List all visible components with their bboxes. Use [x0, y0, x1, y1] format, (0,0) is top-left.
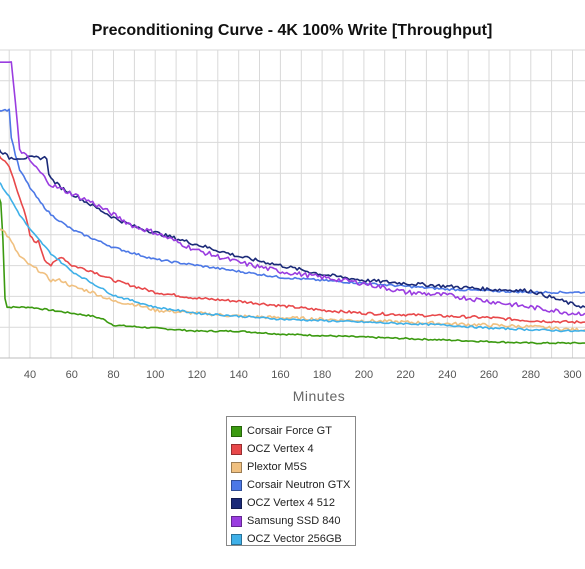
- x-tick-label: 300: [563, 369, 581, 381]
- series-line: [0, 108, 585, 295]
- legend-label: Corsair Force GT: [247, 425, 332, 437]
- legend-item: Corsair Force GT: [231, 422, 351, 440]
- series-layer: [0, 61, 585, 345]
- series-line: [0, 181, 585, 333]
- x-tick-label: 220: [396, 369, 414, 381]
- x-tick-label: 280: [522, 369, 540, 381]
- legend-label: Samsung SSD 840: [247, 515, 341, 527]
- legend-item: Samsung SSD 840: [231, 512, 351, 530]
- legend-swatch: [231, 515, 242, 527]
- x-tick-label: 260: [480, 369, 498, 381]
- legend-item: Corsair Neutron GTX: [231, 476, 351, 494]
- x-tick-label: 80: [107, 369, 119, 381]
- legend-swatch: [231, 425, 242, 437]
- legend-label: OCZ Vertex 4: [247, 443, 314, 455]
- x-tick-label: 180: [313, 369, 331, 381]
- grid-layer: [0, 49, 585, 359]
- legend-swatch: [231, 479, 242, 491]
- legend-label: Corsair Neutron GTX: [247, 479, 351, 491]
- legend-item: OCZ Vertex 4 512: [231, 494, 351, 512]
- legend-swatch: [231, 443, 242, 455]
- x-tick-label: 100: [146, 369, 164, 381]
- series-line: [0, 155, 585, 324]
- series-line: [0, 61, 585, 317]
- x-tick-label: 240: [438, 369, 456, 381]
- x-axis-label: Minutes: [293, 388, 346, 404]
- tick-layer: 40 60 80 100 120 140 160 180 200 220 240 260 280 300: [24, 369, 582, 381]
- legend-item: OCZ Vertex 4: [231, 440, 351, 458]
- chart-title: Preconditioning Curve - 4K 100% Write [T…: [92, 22, 493, 39]
- x-tick-label: 40: [24, 369, 36, 381]
- series-line: [0, 197, 585, 345]
- x-tick-label: 160: [271, 369, 289, 381]
- legend-swatch: [231, 497, 242, 509]
- series-line: [0, 148, 585, 309]
- legend-swatch: [231, 461, 242, 473]
- legend-label: OCZ Vector 256GB: [247, 533, 342, 545]
- legend-label: OCZ Vertex 4 512: [247, 497, 336, 509]
- chart-legend: Corsair Force GT OCZ Vertex 4 Plextor M5S C…: [226, 416, 356, 546]
- legend-swatch: [231, 533, 242, 545]
- legend-item: OCZ Vector 256GB: [231, 530, 351, 548]
- series-line: [0, 228, 585, 332]
- x-tick-label: 60: [66, 369, 78, 381]
- legend-item: Plextor M5S: [231, 458, 351, 476]
- x-tick-label: 120: [188, 369, 206, 381]
- x-tick-label: 140: [230, 369, 248, 381]
- x-tick-label: 200: [355, 369, 373, 381]
- legend-label: Plextor M5S: [247, 461, 307, 473]
